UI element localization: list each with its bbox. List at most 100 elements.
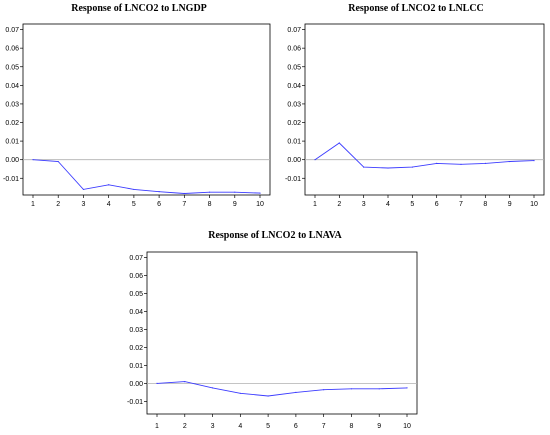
y-tick-label: 0.01 (129, 363, 143, 370)
chart-title: Response of LNCO2 to LNAVA (208, 230, 342, 241)
response-point (267, 395, 269, 397)
y-tick-label: 0.03 (5, 101, 19, 108)
x-tick-label: 1 (313, 201, 317, 208)
y-tick-label: 0.04 (287, 83, 301, 90)
y-tick-label: 0.00 (129, 381, 143, 388)
x-tick-label: 6 (294, 423, 298, 430)
response-point (387, 167, 389, 169)
response-point (133, 188, 135, 191)
x-tick-label: 6 (435, 201, 439, 208)
response-point (323, 389, 325, 391)
y-tick-label: 0.04 (129, 309, 143, 316)
x-tick-label: 5 (132, 201, 136, 208)
x-tick-label: 1 (155, 423, 159, 430)
x-tick-label: 7 (182, 201, 186, 208)
x-tick-label: 3 (362, 201, 366, 208)
response-point (363, 166, 365, 168)
response-point (350, 388, 353, 390)
response-point (509, 160, 511, 163)
x-tick-label: 2 (183, 423, 187, 430)
response-point (460, 163, 462, 165)
response-point (82, 188, 85, 191)
y-tick-label: 0.04 (5, 83, 19, 90)
response-point (378, 388, 380, 390)
irf-panel-lnlcc: Response of LNCO2 to LNLCC 0.07 0.06 0.05 0… (282, 0, 550, 214)
y-tick-label: -0.01 (3, 176, 19, 183)
x-tick-label: 10 (530, 201, 538, 208)
plot-frame (22, 23, 271, 196)
response-line (156, 381, 408, 397)
x-tick-label: 5 (410, 201, 414, 208)
response-point (32, 159, 34, 161)
x-tick-label: 4 (238, 423, 242, 430)
response-point (259, 192, 261, 194)
x-tick-label: 8 (208, 201, 212, 208)
plot-frame (304, 23, 545, 196)
x-tick-label: 3 (211, 423, 215, 430)
y-tick-label: 0.03 (129, 327, 143, 334)
y-tick-label: 0.07 (129, 255, 143, 262)
y-tick-label: 0.05 (129, 291, 143, 298)
response-point (406, 387, 408, 389)
chart-title: Response of LNCO2 to LNGDP (71, 3, 207, 14)
response-point (57, 160, 59, 163)
x-tick-label: 5 (266, 423, 270, 430)
y-tick-label: 0.05 (5, 64, 19, 71)
y-tick-label: 0.06 (5, 46, 19, 53)
y-tick-label: 0.02 (5, 120, 19, 127)
y-tick-label: 0.03 (287, 101, 301, 108)
x-tick-label: 3 (81, 201, 85, 208)
irf-panel-lnava: Response of LNCO2 to LNAVA 0.07 0.06 0.05 0… (125, 226, 425, 435)
response-point (183, 192, 185, 195)
y-tick-label: 0.07 (287, 27, 301, 34)
x-tick-label: 8 (349, 423, 353, 430)
irf-panel-lngdp: Response of LNCO2 to LNGDP 0.07 0.06 0.05 0… (0, 0, 278, 214)
y-tick-label: 0.01 (287, 139, 301, 146)
chart-plot: 0.07 0.06 0.05 0.04 0.03 0.02 0.01 0.00 -0.01 1 2 3… (285, 23, 545, 208)
response-line (32, 159, 261, 194)
x-tick-label: 2 (56, 201, 60, 208)
plot-frame (146, 251, 418, 415)
y-tick-label: 0.06 (287, 46, 301, 53)
response-point (314, 159, 316, 161)
response-point (211, 387, 214, 389)
x-tick-label: 1 (31, 201, 35, 208)
y-tick-label: -0.01 (127, 399, 143, 406)
response-point (158, 191, 160, 193)
y-tick-label: 0.00 (287, 157, 301, 164)
response-point (184, 381, 186, 383)
y-tick-label: 0.02 (129, 345, 143, 352)
x-tick-label: 8 (483, 201, 487, 208)
y-tick-label: 0.02 (287, 120, 301, 127)
y-tick-label: 0.00 (5, 157, 19, 164)
response-point (156, 382, 158, 384)
x-tick-label: 2 (337, 201, 341, 208)
y-tick-label: -0.01 (285, 176, 301, 183)
x-tick-label: 9 (377, 423, 381, 430)
x-tick-label: 9 (508, 201, 512, 208)
chart-plot: 0.07 0.06 0.05 0.04 0.03 0.02 0.01 0.00 -0.01 1 2 3… (127, 251, 418, 430)
x-tick-label: 7 (459, 201, 463, 208)
y-tick-label: 0.01 (5, 139, 19, 146)
response-point (234, 191, 236, 193)
y-tick-label: 0.05 (287, 64, 301, 71)
response-point (411, 166, 413, 168)
y-tick-label: 0.06 (129, 273, 143, 280)
x-tick-label: 4 (107, 201, 111, 208)
response-line (314, 142, 535, 169)
chart-title: Response of LNCO2 to LNLCC (348, 3, 484, 14)
response-point (436, 162, 438, 165)
response-point (533, 160, 535, 162)
response-point (239, 392, 241, 394)
y-tick-label: 0.07 (5, 27, 19, 34)
x-tick-label: 10 (403, 423, 411, 430)
x-tick-label: 7 (322, 423, 326, 430)
response-point (108, 184, 110, 186)
chart-plot: 0.07 0.06 0.05 0.04 0.03 0.02 0.01 0.00 -0.01 1 2 3… (3, 23, 271, 208)
response-point (338, 142, 340, 144)
x-tick-label: 9 (233, 201, 237, 208)
x-tick-label: 6 (157, 201, 161, 208)
x-tick-label: 4 (386, 201, 390, 208)
response-point (484, 162, 486, 165)
response-point (208, 191, 211, 193)
